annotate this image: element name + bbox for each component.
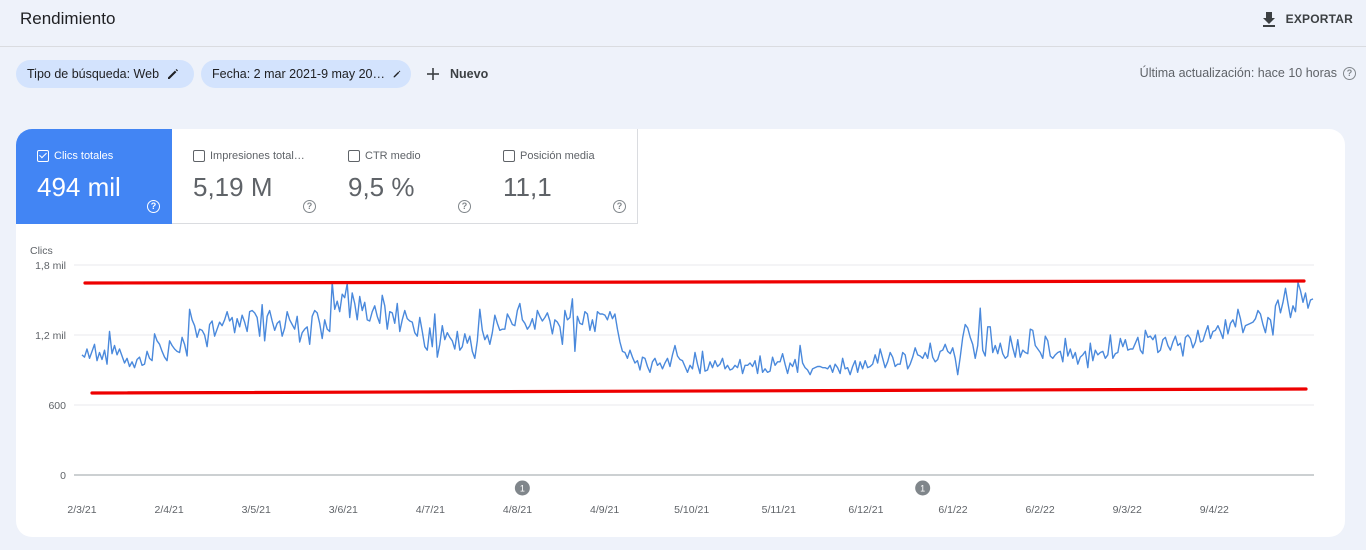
annotation-marker (514, 480, 530, 496)
date-filter-chip[interactable]: Fecha: 2 mar 2021-9 may 20… (201, 60, 411, 88)
download-icon (1262, 12, 1275, 27)
new-filter-label: Nuevo (450, 67, 489, 81)
annotation-upper-line (83, 279, 1306, 285)
metric-label: CTR medio (365, 150, 421, 162)
x-tick-label: 2/4/21 (154, 504, 183, 516)
metric-value: 11,1 (503, 172, 552, 202)
export-button[interactable]: EXPORTAR (1261, 9, 1353, 29)
x-tick-label: 9/3/22 (1113, 504, 1142, 516)
date-filter-label: Fecha: 2 mar 2021-9 may 20… (212, 67, 385, 81)
last-update-text: Última actualización: hace 10 horas (1139, 66, 1337, 80)
clicks-line-chart: Clics 0 600 1,2 mil 1,8 mil 2/3/21 2/4/21 3/5/2… (30, 245, 1314, 516)
y-tick-label: 1,2 mil (35, 330, 66, 342)
x-tick-label: 3/5/21 (242, 504, 271, 516)
annotation-marker-label: 1 (520, 484, 525, 494)
new-filter-button[interactable]: Nuevo (425, 60, 488, 88)
metric-label-row: CTR medio (348, 150, 421, 162)
metric-average-position[interactable]: Posición media 11,1 ? (482, 129, 638, 224)
help-icon[interactable]: ? (147, 200, 160, 213)
y-tick-label: 0 (60, 470, 66, 482)
metric-checkbox[interactable] (193, 150, 205, 162)
y-tick-label: 600 (48, 400, 66, 412)
x-tick-label: 4/9/21 (590, 504, 619, 516)
help-icon[interactable]: ? (613, 200, 626, 213)
x-tick-label: 6/1/22 (938, 504, 967, 516)
pencil-icon (393, 70, 401, 78)
metric-label-row: Posición media (503, 150, 595, 162)
metric-value: 494 mil (37, 172, 121, 202)
x-tick-label: 5/10/21 (674, 504, 709, 516)
export-label: EXPORTAR (1285, 12, 1353, 26)
help-icon[interactable]: ? (1343, 66, 1356, 80)
metric-checkbox[interactable] (348, 150, 360, 162)
x-tick-label: 3/6/21 (329, 504, 358, 516)
pencil-icon (168, 69, 179, 79)
last-update: Última actualización: hace 10 horas ? (1140, 66, 1356, 80)
metric-label-row: Impresiones total… (193, 150, 305, 162)
x-tick-label: 6/2/22 (1025, 504, 1054, 516)
clicks-series-line (81, 281, 1314, 376)
x-tick-label: 4/7/21 (416, 504, 445, 516)
metric-label-row: Clics totales (37, 150, 113, 162)
x-tick-label: 9/4/22 (1200, 504, 1229, 516)
performance-card: Clics totales 494 mil ? Impresiones tota… (16, 129, 1345, 537)
metric-label: Impresiones total… (210, 150, 305, 162)
x-tick-label: 2/3/21 (67, 504, 96, 516)
help-icon[interactable]: ? (303, 200, 316, 213)
y-tick-label: 1,8 mil (35, 260, 66, 272)
metric-checkbox[interactable] (503, 150, 515, 162)
search-type-filter-label: Tipo de búsqueda: Web (27, 67, 160, 81)
metric-value: 5,19 M (193, 172, 273, 202)
page-title: Rendimiento (20, 9, 116, 28)
metric-checkbox[interactable] (37, 150, 49, 162)
x-tick-label: 5/11/21 (762, 504, 796, 516)
annotation-marker (915, 480, 931, 496)
metric-value: 9,5 % (348, 172, 415, 202)
metric-label: Clics totales (54, 150, 114, 162)
metric-total-clicks[interactable]: Clics totales 494 mil ? (16, 129, 172, 224)
y-axis-title: Clics (30, 245, 53, 257)
help-icon[interactable]: ? (458, 200, 471, 213)
x-tick-label: 4/8/21 (503, 504, 532, 516)
top-bar: Rendimiento EXPORTAR (0, 0, 1366, 47)
metric-average-ctr[interactable]: CTR medio 9,5 % ? (327, 129, 483, 224)
x-tick-label: 6/12/21 (848, 504, 883, 516)
metric-total-impressions[interactable]: Impresiones total… 5,19 M ? (172, 129, 328, 224)
annotation-lower-line (90, 387, 1308, 395)
search-type-filter-chip[interactable]: Tipo de búsqueda: Web (16, 60, 194, 88)
annotation-marker-label: 1 (920, 484, 925, 494)
metric-label: Posición media (520, 150, 595, 162)
plus-icon (427, 68, 439, 80)
